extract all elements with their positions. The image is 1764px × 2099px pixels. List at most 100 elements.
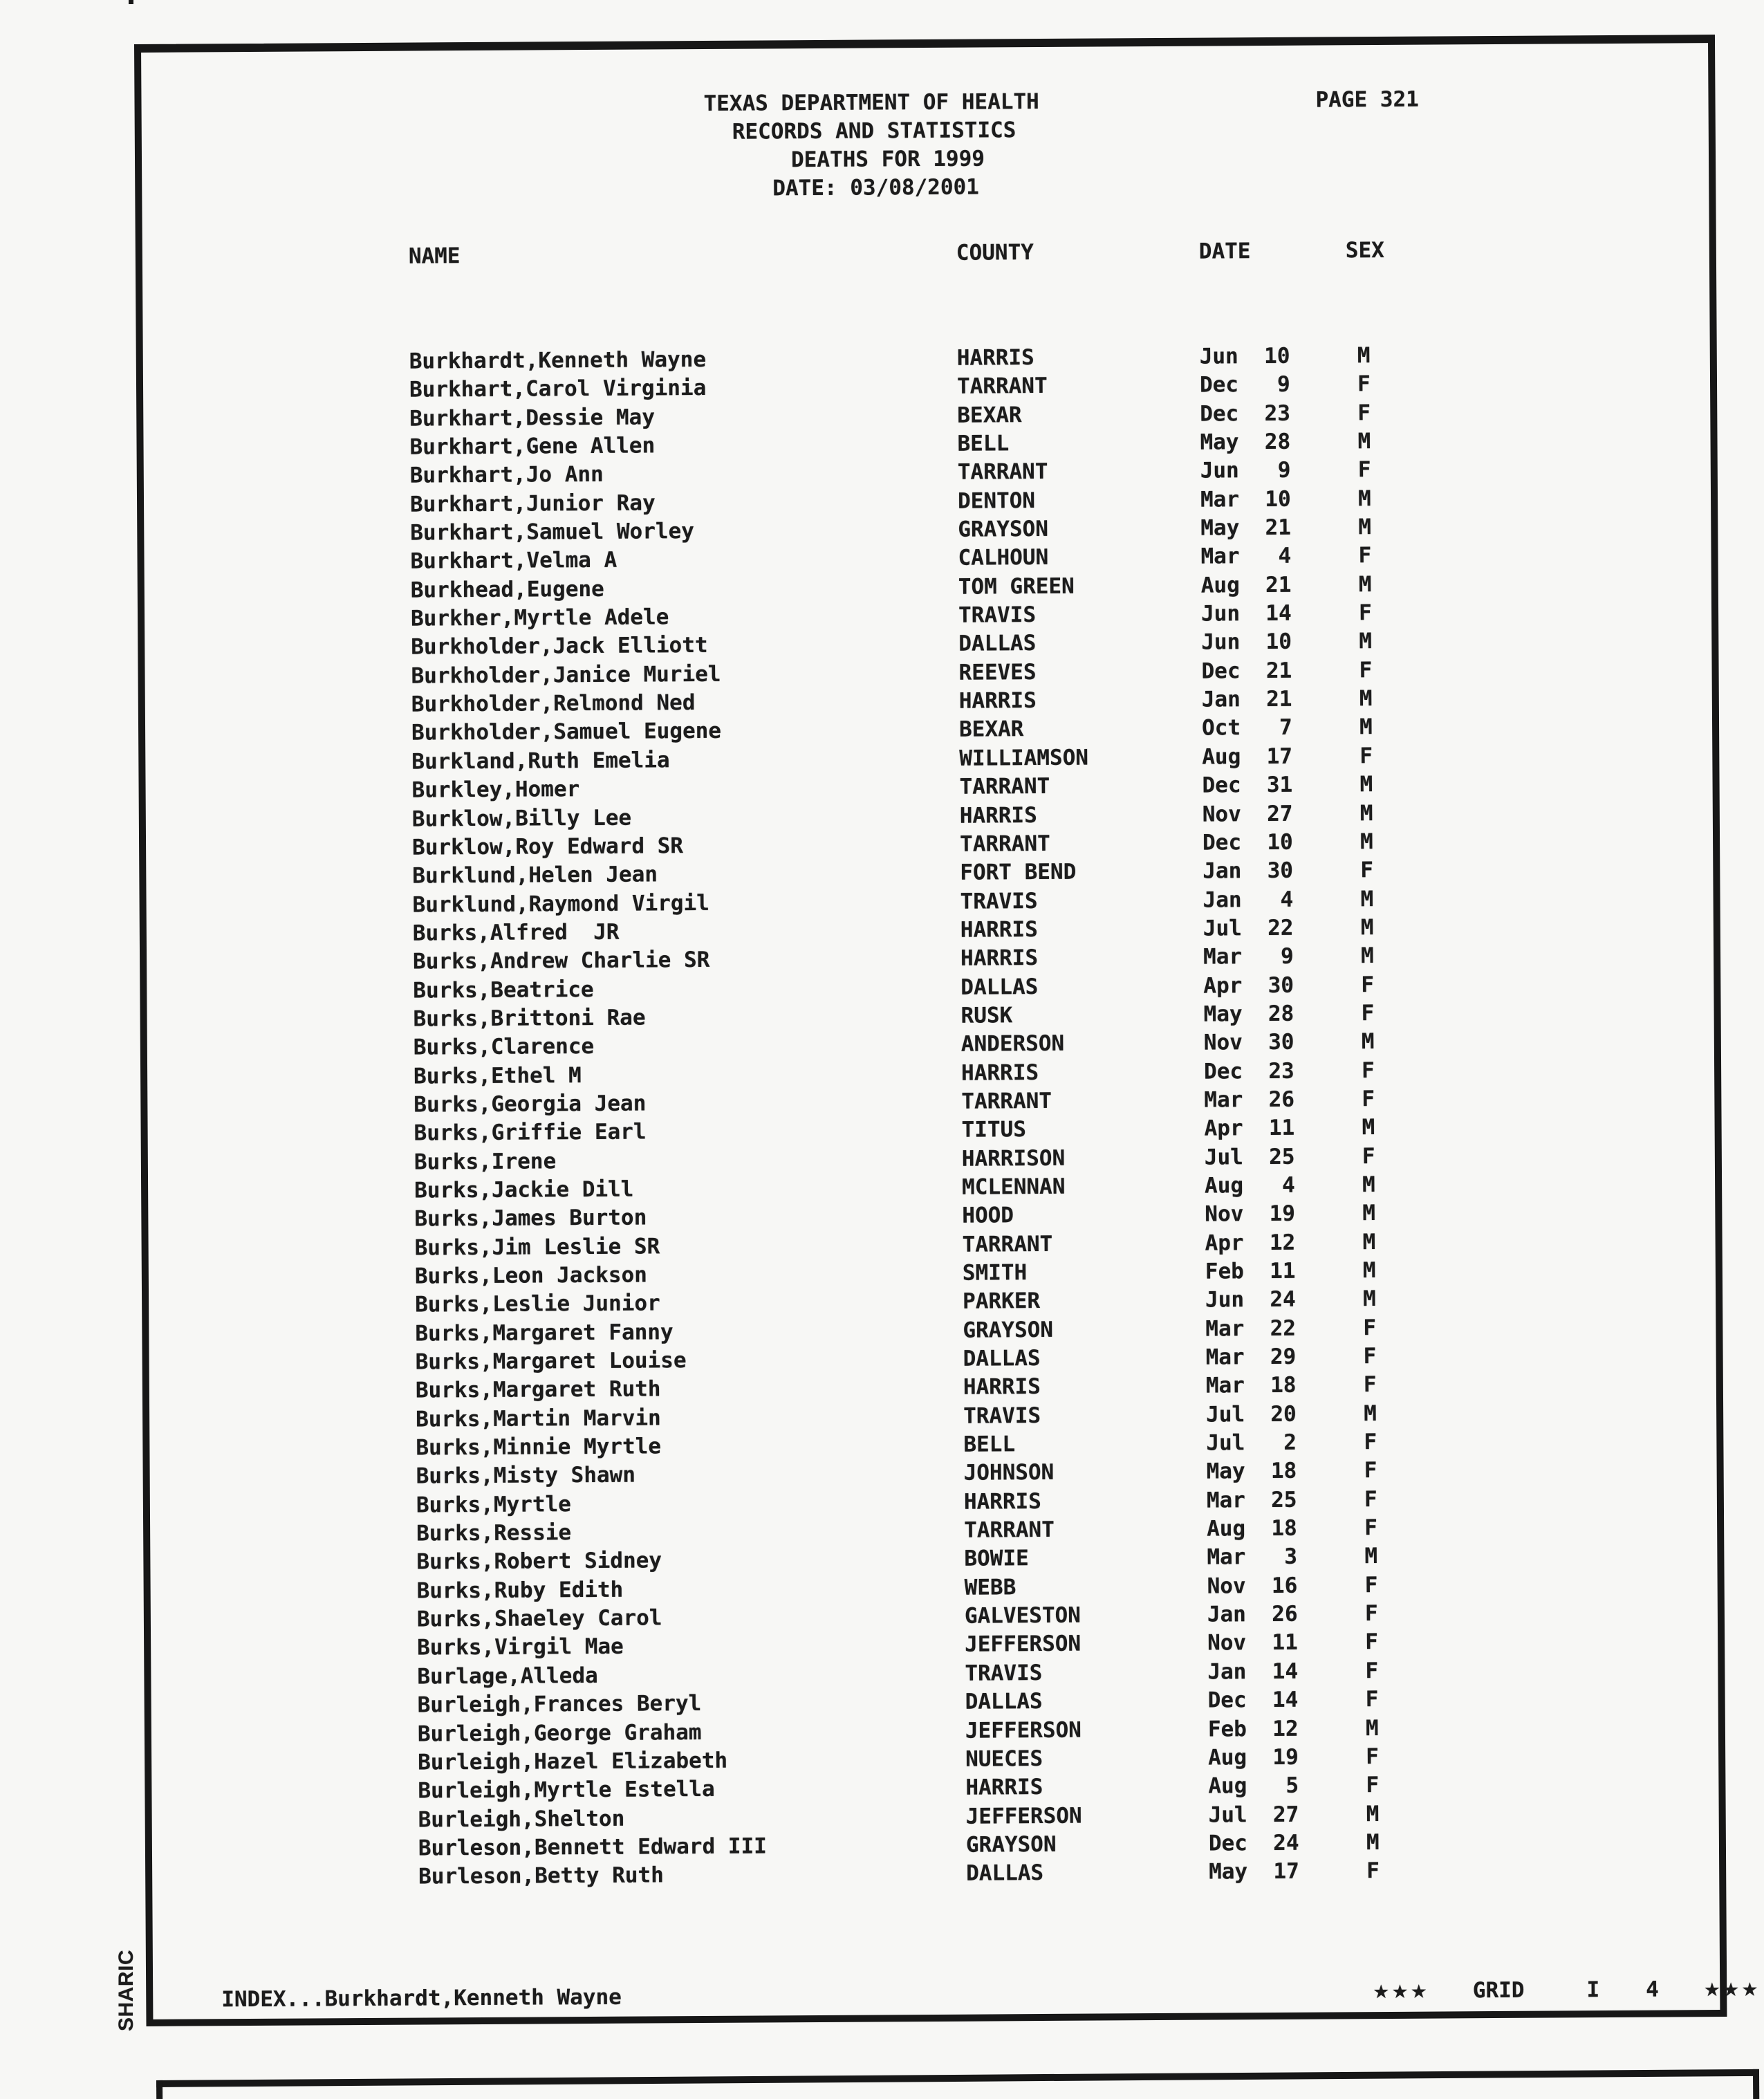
cell-name: Burkhart,Gene Allen <box>409 433 656 460</box>
cell-sex: F <box>1366 1744 1379 1770</box>
cell-sex: F <box>1364 1486 1377 1512</box>
cell-sex: M <box>1358 571 1372 597</box>
cell-name: Burks,Margaret Fanny <box>415 1319 674 1347</box>
cell-sex: M <box>1365 1715 1379 1741</box>
column-header-sex: SEX <box>1345 237 1384 263</box>
cell-sex: F <box>1357 457 1371 483</box>
cell-county: WEBB <box>964 1575 1016 1600</box>
cell-county: WILLIAMSON <box>959 745 1089 771</box>
cell-sex: F <box>1359 743 1373 769</box>
cell-name: Burkhart,Jo Ann <box>409 462 604 488</box>
column-header-county: COUNTY <box>956 240 1034 266</box>
cell-sex: F <box>1363 1372 1377 1398</box>
cell-date: Jun 10 <box>1199 343 1290 369</box>
cell-date: Jul 2 <box>1206 1430 1297 1456</box>
cell-date: Dec 31 <box>1202 772 1293 798</box>
cell-county: DALLAS <box>963 1346 1041 1371</box>
cell-county: HOOD <box>962 1203 1014 1229</box>
cell-date: Aug 21 <box>1200 572 1292 598</box>
cell-name: Burleigh,Frances Beryl <box>417 1691 702 1718</box>
cell-name: Burleson,Betty Ruth <box>418 1862 664 1889</box>
page-number: PAGE 321 <box>1315 86 1419 113</box>
cell-date: Mar 25 <box>1206 1487 1297 1513</box>
cell-sex: M <box>1364 1544 1378 1569</box>
cell-county: TRAVIS <box>958 602 1037 628</box>
cell-name: Burks,Margaret Louise <box>415 1348 687 1375</box>
cell-county: TARRANT <box>962 1231 1053 1257</box>
cell-date: Jun 24 <box>1205 1287 1296 1313</box>
cell-date: Apr 12 <box>1205 1230 1296 1256</box>
cell-sex: F <box>1359 657 1373 683</box>
cell-sex: M <box>1362 1172 1375 1198</box>
cell-sex: M <box>1359 772 1373 797</box>
cell-county: TOM GREEN <box>958 573 1075 600</box>
cell-date: Nov 11 <box>1207 1630 1298 1656</box>
cell-county: TARRANT <box>959 831 1050 857</box>
cell-date: Jun 10 <box>1201 629 1292 656</box>
cell-sex: F <box>1364 1430 1377 1455</box>
cell-sex: M <box>1360 914 1374 941</box>
cell-name: Burks,Brittoni Rae <box>413 1005 646 1032</box>
cell-date: Aug 17 <box>1202 743 1293 770</box>
cell-date: Jan 14 <box>1207 1658 1299 1685</box>
cell-sex: M <box>1359 629 1373 654</box>
cell-date: May 28 <box>1203 1001 1294 1027</box>
cell-date: Dec 23 <box>1200 400 1291 427</box>
cell-county: HARRIS <box>958 688 1037 714</box>
margin-annotation: SHARIC <box>115 1949 138 2031</box>
cell-sex: M <box>1366 1801 1380 1827</box>
cell-name: Burks,Robert Sidney <box>416 1548 662 1575</box>
cell-county: GALVESTON <box>964 1602 1081 1629</box>
cell-date: Mar 18 <box>1205 1373 1297 1398</box>
cell-sex: F <box>1366 1858 1380 1884</box>
grid-number: 4 <box>1646 1977 1659 2002</box>
cell-name: Burkley,Homer <box>411 777 580 803</box>
grid-reference-line: ★★★ GRID I 4 ★★★ <box>1373 1977 1760 2004</box>
cell-county: DENTON <box>957 488 1036 514</box>
cell-county: BOWIE <box>964 1546 1029 1572</box>
table-row: Burleson,Betty Ruth DALLAS May 17 F <box>418 1858 1397 1895</box>
cell-county: HARRISON <box>961 1145 1066 1172</box>
cell-date: Apr 11 <box>1204 1116 1295 1141</box>
cell-date: Feb 11 <box>1205 1258 1296 1284</box>
grid-label: GRID <box>1472 1977 1525 2004</box>
cell-county: JEFFERSON <box>965 1803 1082 1829</box>
cell-name: Burks,Beatrice <box>413 977 594 1004</box>
cell-name: Burks,Leslie Junior <box>415 1291 660 1317</box>
cell-sex: M <box>1361 1029 1375 1055</box>
cell-sex: M <box>1358 515 1372 540</box>
cell-sex: F <box>1363 1315 1377 1340</box>
cell-sex: F <box>1364 1515 1377 1541</box>
cell-county: PARKER <box>963 1288 1041 1315</box>
cell-name: Burks,Minnie Myrtle <box>416 1434 662 1461</box>
cell-sex: M <box>1362 1258 1376 1284</box>
cell-sex: F <box>1362 1143 1375 1169</box>
cell-name: Burks,Margaret Ruth <box>415 1376 661 1403</box>
cell-county: CALHOUN <box>958 545 1049 571</box>
cell-sex: F <box>1365 1629 1378 1655</box>
cell-name: Burks,Misty Shawn <box>416 1463 636 1489</box>
cell-name: Burks,Myrtle <box>416 1491 571 1518</box>
cell-date: Dec 9 <box>1199 372 1290 398</box>
stars-left-icon: ★★★ <box>1373 1981 1429 2004</box>
cell-name: Burleigh,Hazel Elizabeth <box>418 1748 728 1775</box>
cell-county: TITUS <box>961 1117 1027 1143</box>
cell-sex: F <box>1366 1773 1380 1798</box>
cell-sex: M <box>1364 1400 1377 1426</box>
cell-county: HARRIS <box>960 945 1039 971</box>
report-year-line: DEATHS FOR 1999 <box>790 146 985 173</box>
cell-county: NUECES <box>965 1746 1043 1772</box>
cell-name: Burklow,Billy Lee <box>411 805 632 832</box>
cell-sex: F <box>1364 1601 1378 1627</box>
cell-sex: M <box>1357 343 1371 369</box>
cell-date: Mar 26 <box>1204 1087 1295 1113</box>
cell-date: Nov 19 <box>1205 1201 1296 1227</box>
cell-county: TARRANT <box>964 1517 1055 1543</box>
cell-name: Burklund,Raymond Virgil <box>412 890 709 918</box>
cell-county: TRAVIS <box>960 888 1038 914</box>
cell-date: Jul 22 <box>1203 915 1294 941</box>
cell-date: Jan 26 <box>1207 1601 1298 1627</box>
cell-sex: M <box>1360 943 1374 969</box>
cell-date: May 28 <box>1200 429 1291 455</box>
